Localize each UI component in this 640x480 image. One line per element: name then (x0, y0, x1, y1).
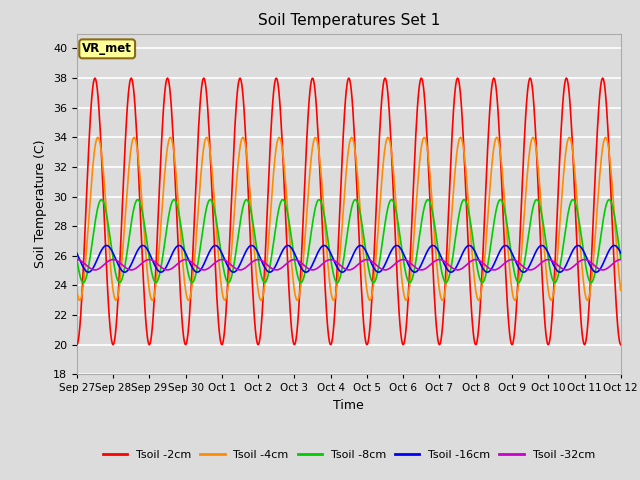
Tsoil -32cm (223, 259, 231, 264)
Tsoil -16cm (433, 245, 440, 251)
Tsoil -2cm (195, 124, 202, 130)
Line: Tsoil -2cm: Tsoil -2cm (77, 78, 621, 345)
Tsoil -16cm (139, 242, 147, 248)
Tsoil -4cm (547, 298, 555, 303)
Tsoil -8cm (424, 197, 432, 203)
Tsoil -2cm (431, 311, 439, 316)
Tsoil -32cm (91, 267, 99, 273)
Tsoil -16cm (73, 250, 81, 256)
Tsoil -8cm (617, 256, 625, 262)
Tsoil -32cm (73, 257, 81, 263)
Tsoil -32cm (195, 265, 202, 271)
Tsoil -2cm (83, 191, 90, 197)
Tsoil -4cm (617, 288, 625, 293)
Tsoil -16cm (83, 269, 90, 275)
Tsoil -2cm (91, 75, 99, 81)
Tsoil -2cm (416, 82, 424, 87)
Tsoil -8cm (194, 261, 202, 266)
Y-axis label: Soil Temperature (C): Soil Temperature (C) (35, 140, 47, 268)
Tsoil -4cm (529, 134, 537, 140)
Tsoil -32cm (140, 259, 147, 265)
Tsoil -16cm (617, 250, 625, 256)
Tsoil -16cm (223, 261, 230, 267)
Tsoil -2cm (140, 277, 147, 283)
Text: VR_met: VR_met (82, 42, 132, 55)
Tsoil -8cm (433, 233, 440, 239)
Line: Tsoil -8cm: Tsoil -8cm (77, 200, 621, 283)
Tsoil -8cm (139, 211, 147, 216)
Tsoil -2cm (617, 342, 625, 348)
Tsoil -16cm (194, 269, 202, 275)
Tsoil -4cm (223, 293, 230, 299)
Tsoil -4cm (139, 208, 147, 214)
Tsoil -16cm (284, 242, 292, 248)
Tsoil -32cm (431, 258, 439, 264)
Line: Tsoil -16cm: Tsoil -16cm (77, 245, 621, 272)
Tsoil -4cm (73, 288, 81, 293)
Line: Tsoil -4cm: Tsoil -4cm (77, 137, 621, 300)
Legend: Tsoil -2cm, Tsoil -4cm, Tsoil -8cm, Tsoil -16cm, Tsoil -32cm: Tsoil -2cm, Tsoil -4cm, Tsoil -8cm, Tsoi… (98, 445, 600, 464)
Tsoil -4cm (194, 212, 202, 217)
Tsoil -16cm (266, 269, 273, 275)
Tsoil -32cm (617, 257, 625, 263)
Title: Soil Temperatures Set 1: Soil Temperatures Set 1 (258, 13, 440, 28)
Tsoil -8cm (223, 278, 230, 284)
Tsoil -2cm (73, 342, 81, 348)
Tsoil -8cm (83, 273, 90, 279)
Tsoil -8cm (406, 280, 413, 286)
Tsoil -32cm (83, 263, 90, 268)
Tsoil -16cm (417, 264, 424, 269)
Tsoil -32cm (416, 267, 424, 273)
Tsoil -8cm (416, 233, 424, 239)
Tsoil -4cm (415, 168, 422, 174)
Tsoil -4cm (431, 235, 438, 241)
Line: Tsoil -32cm: Tsoil -32cm (77, 260, 621, 270)
Tsoil -4cm (83, 245, 90, 251)
Tsoil -8cm (73, 256, 81, 262)
X-axis label: Time: Time (333, 399, 364, 412)
Tsoil -2cm (223, 286, 231, 291)
